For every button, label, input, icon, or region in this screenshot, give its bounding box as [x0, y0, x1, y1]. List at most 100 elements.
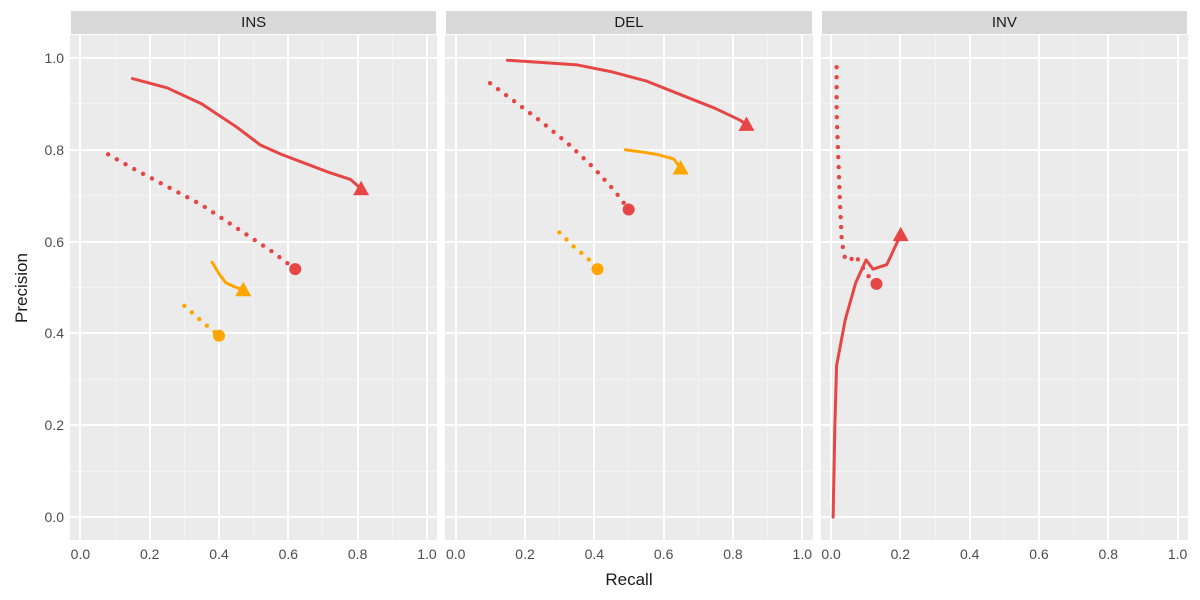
series-orange-dotted [197, 317, 201, 321]
marker-orange-triangle [673, 160, 689, 174]
series-red-dotted [603, 178, 607, 182]
x-tick-label: 0.0 [821, 546, 840, 562]
series-red-dotted [106, 152, 110, 156]
x-tick-label: 0.4 [960, 546, 979, 562]
series-red-dotted [839, 225, 843, 229]
x-tick-label: 0.2 [140, 546, 159, 562]
series-red-dotted [552, 130, 556, 134]
x-tick-label: 1.0 [793, 546, 812, 562]
x-tick-label: 0.2 [515, 546, 534, 562]
series-red-dotted [194, 200, 198, 204]
series-red-dotted [536, 117, 540, 121]
series-red-dotted [582, 156, 586, 160]
series-red-dotted [159, 181, 163, 185]
y-tick-label: 0.8 [45, 142, 64, 158]
y-tick-label: 0.4 [45, 325, 64, 341]
series-red-dotted [836, 175, 840, 179]
series-red-dotted [834, 95, 838, 99]
series-red-dotted [167, 186, 171, 190]
facet-strip: INS [70, 10, 437, 35]
plot-panel [821, 35, 1188, 540]
series-red-dotted [840, 245, 844, 249]
y-axis-title: Precision [12, 253, 32, 323]
x-tick-label: 0.8 [723, 546, 742, 562]
series-red-dotted [528, 111, 532, 115]
series-red-dotted [141, 172, 145, 176]
series-red-solid [132, 79, 361, 189]
series-red-dotted [834, 65, 838, 69]
x-axis-title: Recall [605, 570, 652, 590]
series-orange-dotted [572, 244, 576, 248]
series-orange-dotted [579, 251, 583, 255]
series-red-dotted [261, 243, 265, 247]
series-red-dotted [835, 135, 839, 139]
series-red-dotted [496, 87, 500, 91]
series-red-dotted [567, 142, 571, 146]
plot-panel [445, 35, 812, 540]
marker-red-triangle [739, 117, 755, 131]
series-red-dotted [269, 249, 273, 253]
x-tick-label: 0.8 [348, 546, 367, 562]
marker-orange-triangle [235, 282, 251, 296]
series-red-dotted [842, 255, 846, 259]
series-red-dotted [834, 85, 838, 89]
x-tick-label: 0.4 [209, 546, 228, 562]
series-red-dotted [203, 205, 207, 209]
facet-chart: Precision 0.0 0.2 0.4 0.6 0.8 1.0 INS 0.0 0.2 0.4 0… [0, 0, 1200, 600]
x-tick-label: 0.6 [279, 546, 298, 562]
series-red-dotted [277, 255, 281, 259]
x-tick-label: 0.6 [1029, 546, 1048, 562]
series-red-dotted [855, 257, 859, 261]
series-orange-solid [212, 262, 243, 290]
series-red-dotted [836, 155, 840, 159]
series-red-dotted [860, 266, 864, 270]
series-red-dotted [244, 232, 248, 236]
series-red-dotted [132, 167, 136, 171]
x-tick-label: 0.6 [654, 546, 673, 562]
x-tick-label: 0.4 [585, 546, 604, 562]
marker-red-triangle [353, 181, 369, 195]
facet-strip: DEL [445, 10, 812, 35]
marker-red-circle [289, 263, 301, 275]
series-red-dotted [838, 215, 842, 219]
series-red-dotted [835, 125, 839, 129]
series-orange-dotted [205, 323, 209, 327]
y-tick-label: 1.0 [45, 50, 64, 66]
x-tick-label: 0.2 [891, 546, 910, 562]
series-orange-solid [626, 150, 681, 168]
x-tick-label: 1.0 [1168, 546, 1187, 562]
series-red-dotted [849, 257, 853, 261]
series-red-dotted [228, 221, 232, 225]
marker-red-circle [870, 278, 882, 290]
series-red-dotted [504, 93, 508, 97]
series-red-dotted [839, 235, 843, 239]
x-tick-label: 0.0 [446, 546, 465, 562]
facet-strip: INV [821, 10, 1188, 35]
x-tick-label: 0.8 [1099, 546, 1118, 562]
series-red-dotted [837, 185, 841, 189]
series-red-dotted [123, 162, 127, 166]
series-orange-dotted [190, 310, 194, 314]
plot-panel [70, 35, 437, 540]
series-red-dotted [622, 201, 626, 205]
series-red-solid [833, 235, 901, 517]
series-red-dotted [236, 227, 240, 231]
series-red-dotted [176, 190, 180, 194]
x-tick-label: 1.0 [417, 546, 436, 562]
y-tick-label: 0.2 [45, 417, 64, 433]
y-tick-label: 0.6 [45, 234, 64, 250]
series-red-solid [508, 60, 747, 124]
series-red-dotted [544, 123, 548, 127]
series-red-dotted [873, 281, 877, 285]
y-tick-label: 0.0 [45, 509, 64, 525]
series-red-dotted [838, 205, 842, 209]
series-red-dotted [596, 170, 600, 174]
series-red-dotted [609, 185, 613, 189]
series-orange-dotted [587, 257, 591, 261]
series-red-dotted [866, 274, 870, 278]
series-red-dotted [834, 105, 838, 109]
series-red-dotted [836, 165, 840, 169]
series-red-dotted [834, 115, 838, 119]
x-tick-label: 0.0 [71, 546, 90, 562]
series-red-dotted [211, 210, 215, 214]
